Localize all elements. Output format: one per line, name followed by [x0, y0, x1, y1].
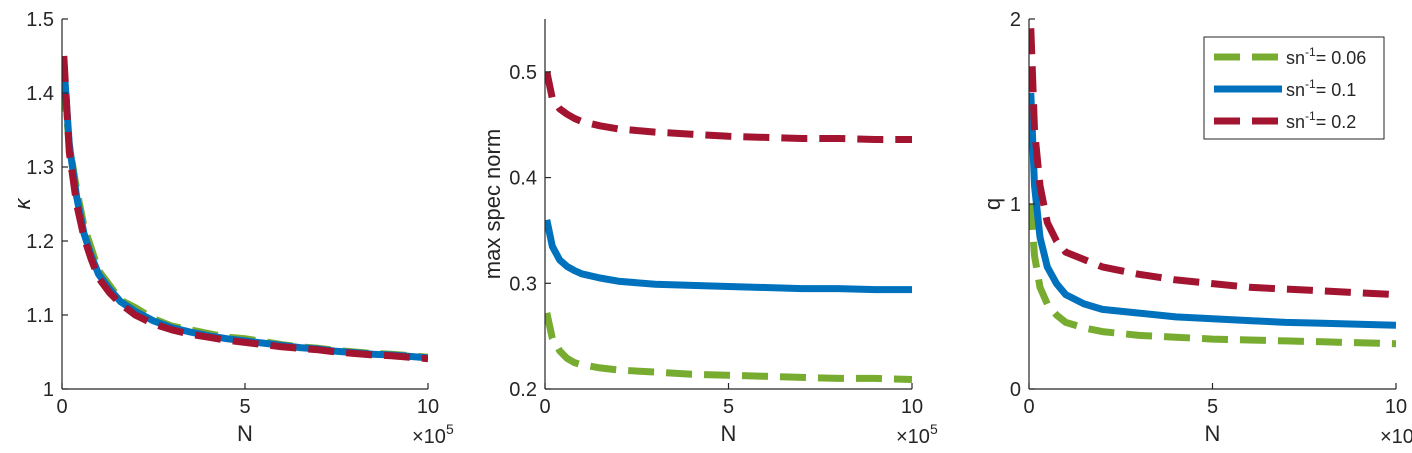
- series-line-3: [62, 55, 428, 363]
- x-tick-label: 0: [1023, 396, 1034, 418]
- series-line-1: [545, 312, 912, 383]
- x-axis-multiplier: ×105: [1380, 421, 1412, 448]
- chart-panel-3: 0 5 10 0 1 2 N ×105 q: [980, 9, 1412, 448]
- y-tick-label: 2: [1010, 9, 1021, 31]
- x-tick-label: 5: [1207, 396, 1218, 418]
- y-tick-label: 0.2: [509, 379, 537, 401]
- series-line-2: [545, 219, 912, 294]
- x-axis-label: N: [237, 421, 253, 446]
- series-line-3: [545, 71, 912, 143]
- y-axis-label: κ: [10, 198, 35, 210]
- y-tick-label: 0.5: [509, 62, 537, 84]
- series-line-1: [1029, 203, 1396, 348]
- y-tick-label: 1.4: [26, 83, 54, 105]
- series-line-2: [1029, 92, 1396, 329]
- series-group: [62, 55, 428, 363]
- x-axis-multiplier: ×105: [896, 421, 938, 448]
- series-group: [545, 71, 912, 383]
- series-group: [1029, 28, 1396, 348]
- legend-label: sn-1= 0.06: [1286, 45, 1366, 68]
- x-tick-label: 0: [56, 396, 67, 418]
- series-line-3: [1029, 28, 1396, 299]
- y-tick-label: 1.1: [26, 305, 54, 327]
- y-tick-label: 1.3: [26, 157, 54, 179]
- y-axis-label: q: [980, 198, 1005, 210]
- y-tick-label: 0.4: [509, 168, 537, 190]
- series-line-2: [62, 63, 428, 362]
- x-tick-label: 10: [417, 396, 439, 418]
- x-tick-label: 10: [1385, 396, 1407, 418]
- chart-panel-1: 0 5 10 1 1.1 1.2 1.3 1.4 1.5 N ×105 κ: [10, 9, 454, 448]
- y-tick-label: 0: [1010, 379, 1021, 401]
- x-tick-label: 0: [539, 396, 550, 418]
- x-tick-label: 5: [239, 396, 250, 418]
- legend-label: sn-1= 0.1: [1286, 77, 1356, 100]
- x-tick-label: 5: [723, 396, 734, 418]
- chart-panel-2: 0 5 10 0.2 0.3 0.4 0.5 N ×105 max spec norm: [480, 19, 938, 448]
- y-axis-label: max spec norm: [480, 129, 505, 279]
- x-axis-label: N: [721, 421, 737, 446]
- x-axis-multiplier: ×105: [412, 421, 454, 448]
- y-tick-label: 0.3: [509, 273, 537, 295]
- x-tick-label: 10: [901, 396, 923, 418]
- y-tick-label: 1: [1010, 194, 1021, 216]
- x-axis-label: N: [1205, 421, 1221, 446]
- legend-label: sn-1= 0.2: [1286, 109, 1356, 132]
- y-tick-label: 1: [43, 379, 54, 401]
- y-tick-label: 1.5: [26, 9, 54, 31]
- series-line-1: [62, 85, 428, 361]
- y-tick-label: 1.2: [26, 231, 54, 253]
- legend: sn-1= 0.06 sn-1= 0.1 sn-1= 0.2: [1203, 36, 1385, 140]
